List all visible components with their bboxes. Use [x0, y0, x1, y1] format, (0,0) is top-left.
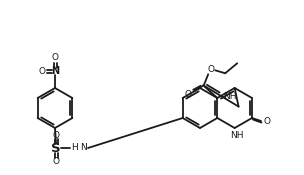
Text: H: H — [71, 144, 78, 152]
Text: O: O — [53, 131, 60, 139]
Text: O: O — [51, 54, 58, 62]
Text: O: O — [39, 66, 46, 75]
Text: O: O — [53, 156, 60, 166]
Text: O: O — [264, 117, 271, 125]
Text: O: O — [208, 65, 215, 74]
Text: NH: NH — [223, 92, 237, 102]
Text: S: S — [51, 142, 61, 155]
Text: N: N — [51, 66, 59, 76]
Text: NH: NH — [230, 131, 244, 141]
Text: N: N — [80, 144, 87, 152]
Text: O: O — [185, 90, 192, 99]
